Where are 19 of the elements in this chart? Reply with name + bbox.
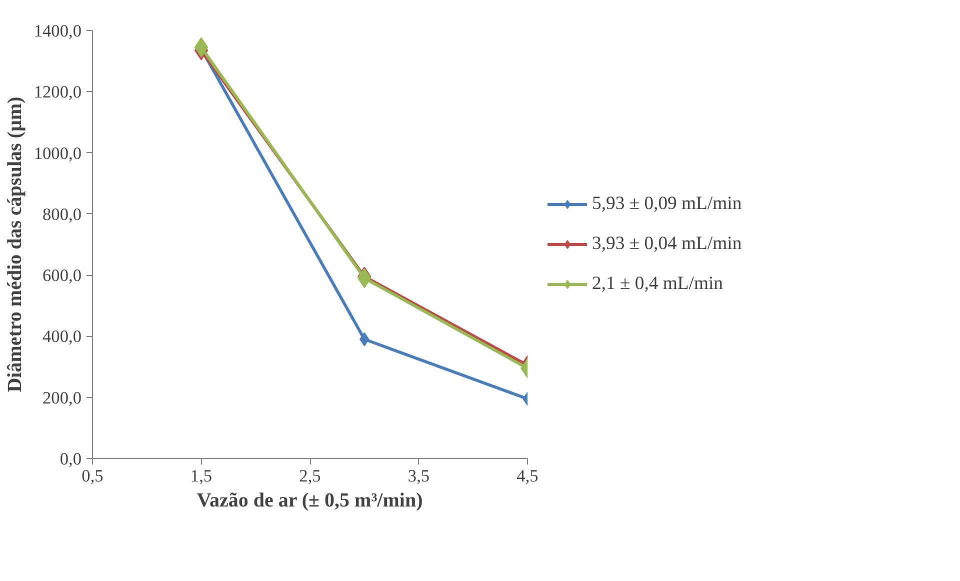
point — [194, 37, 208, 58]
y-tick-label: 1000,0 — [34, 144, 82, 163]
y-tick-label: 600,0 — [42, 266, 82, 286]
x-tick-label: 0,5 — [82, 466, 104, 486]
y-tick-label: 200,0 — [42, 388, 82, 408]
x-tick-label: 1,5 — [190, 466, 212, 486]
y-tick-label: 0,0 — [60, 450, 82, 468]
legend-label: 2,1 ± 0,4 mL/min — [592, 273, 723, 295]
x-tick-label: 3,5 — [408, 466, 430, 486]
legend-label: 5,93 ± 0,09 mL/min — [592, 193, 742, 215]
y-tick-label: 1400,0 — [34, 22, 82, 40]
y-tick-label: 400,0 — [42, 327, 82, 346]
legend-label: 3,93 ± 0,04 mL/min — [592, 233, 742, 255]
x-tick-label: 2,5 — [299, 466, 321, 486]
y-axis-title: Diâmetro médio das cápsulas (µm) — [4, 96, 26, 392]
y-tick-label: 1200,0 — [34, 82, 82, 102]
y-tick-label: 800,0 — [42, 204, 82, 224]
x-axis-title: Vazão de ar (± 0,5 m³/min) — [196, 490, 423, 512]
x-tick-label: 4,5 — [516, 466, 538, 486]
